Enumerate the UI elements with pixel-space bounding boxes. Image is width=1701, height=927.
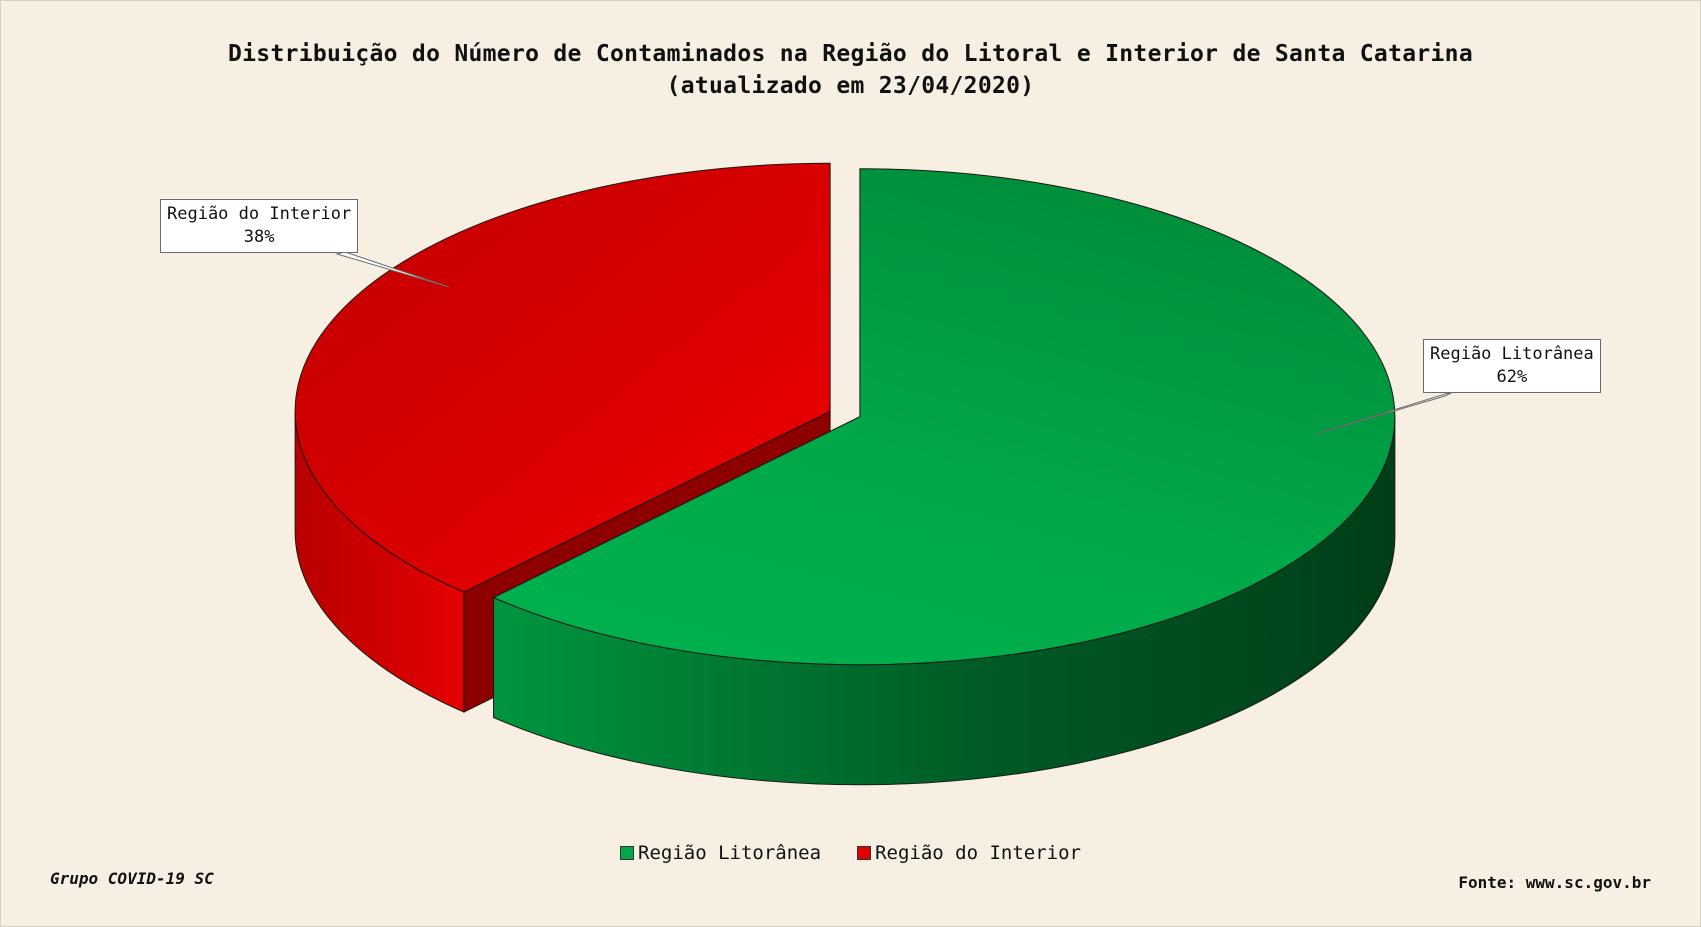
chart-title: Distribuição do Número de Contaminados n…: [0, 38, 1701, 102]
legend-label-interior: Região do Interior: [875, 842, 1081, 864]
chart-title-line1: Distribuição do Número de Contaminados n…: [228, 41, 1473, 67]
data-label-interior: Região do Interior 38%: [160, 199, 359, 253]
pie-slice-litoral[interactable]: [492, 168, 1396, 786]
data-label-litoral-name: Região Litorânea: [1430, 344, 1594, 364]
footer-source: Fonte: www.sc.gov.br: [1458, 873, 1651, 892]
pie-slice-top-interior: [294, 162, 831, 593]
legend-swatch-interior: [857, 846, 872, 860]
data-label-litoral-pct: 62%: [1496, 367, 1528, 387]
leader-line-interior: [335, 251, 450, 288]
legend-item-interior[interactable]: Região do Interior: [857, 842, 1081, 864]
data-label-interior-pct: 38%: [243, 227, 275, 247]
data-label-litoral: Região Litorânea 62%: [1423, 339, 1601, 393]
pie-slice-top-litoral: [492, 168, 1396, 666]
leader-line-litoral: [1315, 390, 1456, 435]
footer-credit: Grupo COVID-19 SC: [50, 869, 214, 888]
data-label-interior-name: Região do Interior: [167, 204, 352, 224]
legend-swatch-litoral: [620, 846, 635, 860]
legend-item-litoral[interactable]: Região Litorânea: [620, 842, 821, 864]
legend-label-litoral: Região Litorânea: [638, 842, 822, 864]
chart-title-line2: (atualizado em 23/04/2020): [666, 73, 1035, 99]
chart-legend: Região Litorânea Região do Interior: [0, 842, 1701, 864]
